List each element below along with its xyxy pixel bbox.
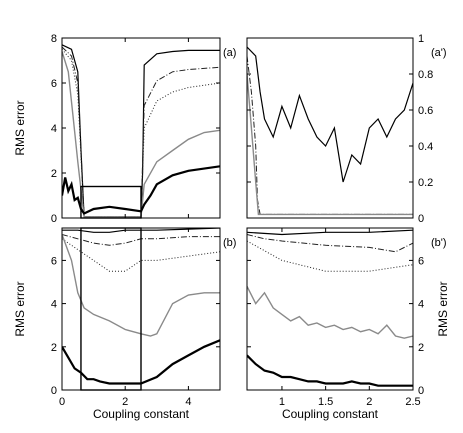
- y-tick-label: 6: [418, 255, 424, 267]
- y-axis-label: RMS error: [13, 281, 27, 336]
- y-tick-label: 0: [418, 213, 424, 225]
- series-group: [247, 229, 413, 387]
- y-tick-label: 0: [51, 213, 57, 225]
- series-line-1: [62, 46, 220, 218]
- y-tick-label: 1: [418, 33, 424, 45]
- series-line-4: [62, 165, 220, 215]
- x-axis-label: Coupling constant: [93, 407, 190, 421]
- axes-frame: [61, 227, 221, 391]
- panel-0: 0 2 4 6 8 (a) RMS error: [13, 33, 236, 225]
- series-line-3: [62, 51, 220, 218]
- y-tick-label: 0.4: [418, 141, 433, 153]
- y-tick-label: 0: [51, 385, 57, 397]
- y-tick-label: 0.2: [418, 177, 433, 189]
- y-axis-label: RMS error: [13, 100, 27, 155]
- y-tick-label: 8: [51, 33, 57, 45]
- y-tick-label: 2: [51, 168, 57, 180]
- panel-label: (a'): [431, 47, 447, 59]
- series-line-0: [247, 46, 413, 183]
- series-line-2: [247, 240, 413, 272]
- panel-label: (b): [223, 237, 236, 249]
- x-tick-label: 2.5: [405, 396, 420, 408]
- inset-box: [80, 227, 142, 391]
- axes-frame: [246, 227, 414, 391]
- x-tick-label: 2: [366, 396, 372, 408]
- x-tick-label: 0: [59, 396, 65, 408]
- panel-label: (a): [223, 47, 236, 59]
- panel-2: 0 2 4 6 0 2 4 (b) RMS error Coupling constant: [13, 227, 236, 421]
- series-line-4: [247, 354, 413, 387]
- x-tick-label: 2: [122, 396, 128, 408]
- x-tick-label: 1: [279, 396, 285, 408]
- y-tick-label: 2: [51, 342, 57, 354]
- y-tick-label: 4: [51, 299, 57, 311]
- panel-label: (b'): [431, 237, 447, 249]
- series-line-2: [62, 238, 220, 272]
- series-line-1: [247, 234, 413, 253]
- y-tick-label: 6: [51, 78, 57, 90]
- panel-1: 0 0.2 0.4 0.6 0.8 1 (a'): [246, 33, 447, 225]
- series-line-2: [247, 73, 413, 216]
- panel-3: 0 2 4 6 1 1.5 2 2.5 (b') RMS error Coupling consta…: [246, 227, 450, 421]
- y-tick-label: 0.8: [418, 69, 433, 81]
- series-group: [62, 44, 220, 218]
- y-tick-label: 0: [418, 385, 424, 397]
- series-line-0: [247, 229, 413, 236]
- axes-frame: [246, 37, 414, 219]
- y-axis-label: RMS error: [436, 281, 450, 336]
- series-line-3: [247, 285, 413, 339]
- y-tick-label: 2: [418, 342, 424, 354]
- x-tick-label: 1.5: [318, 396, 333, 408]
- x-tick-label: 4: [185, 396, 191, 408]
- series-group: [247, 46, 413, 216]
- series-line-4: [62, 339, 220, 385]
- y-tick-label: 0.6: [418, 105, 433, 117]
- x-axis-label: Coupling constant: [282, 407, 379, 421]
- inset-box: [80, 185, 142, 219]
- series-line-2: [62, 48, 220, 218]
- y-tick-label: 4: [51, 123, 57, 135]
- y-tick-label: 6: [51, 255, 57, 267]
- y-tick-label: 4: [418, 299, 424, 311]
- series-line-3: [62, 234, 220, 337]
